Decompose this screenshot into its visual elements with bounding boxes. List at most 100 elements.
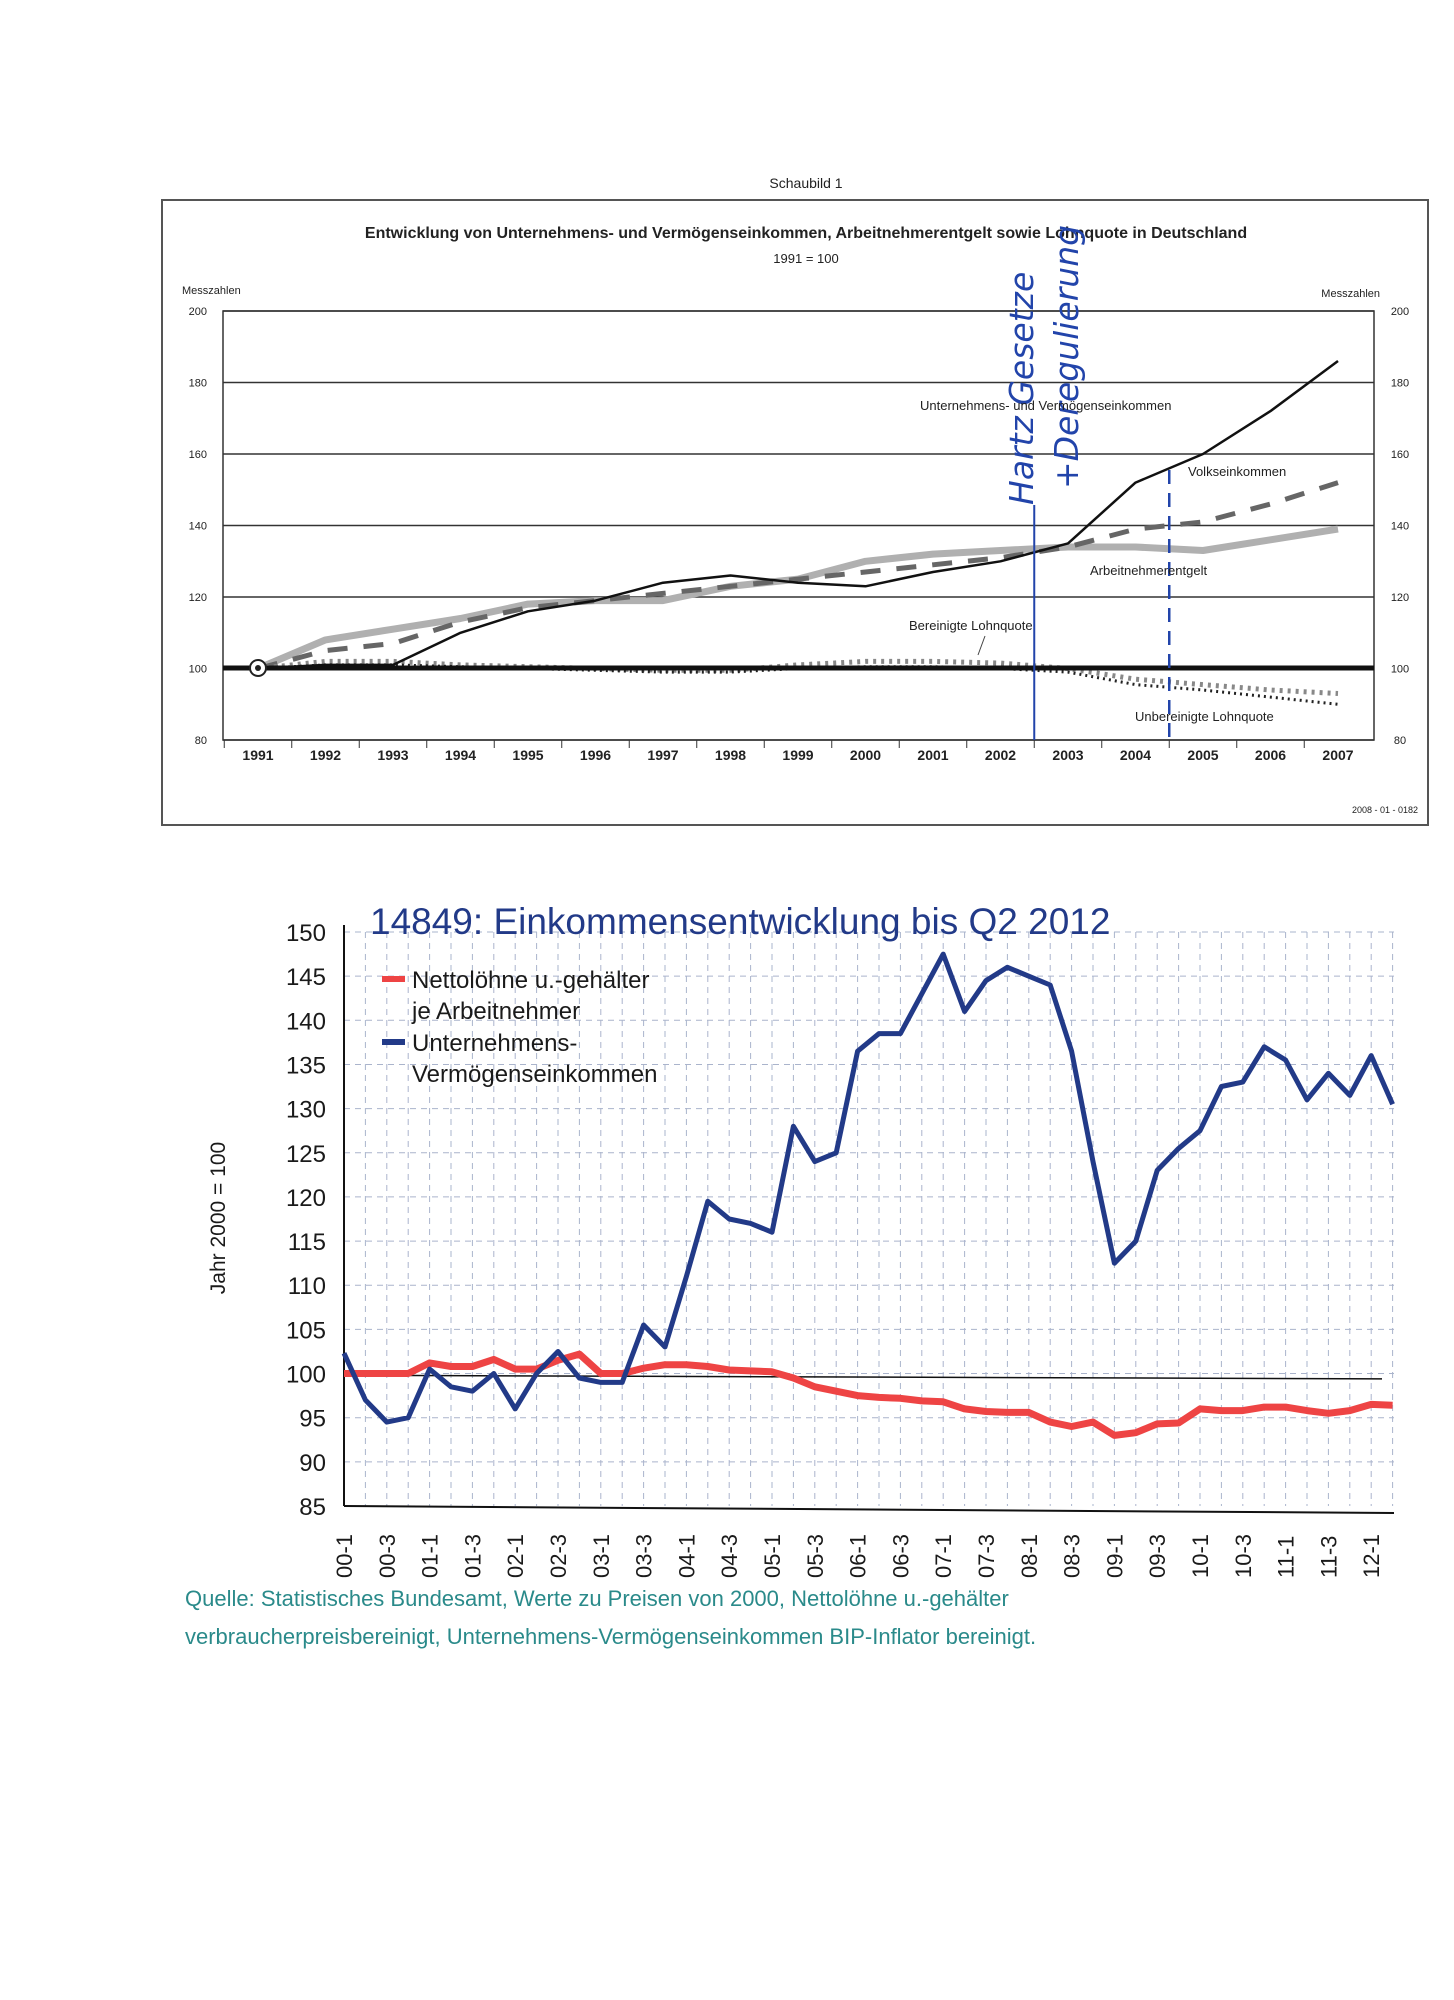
chart-title: Entwicklung von Unternehmens- und Vermög… (365, 225, 1247, 242)
x-tick-label: 2002 (985, 747, 1016, 763)
x-tick-label: 11-3 (1316, 1536, 1341, 1578)
y-tick-label: 115 (288, 1229, 326, 1256)
y-tick-label-left: 100 (189, 664, 207, 676)
label-pointer (977, 635, 986, 656)
y-tick-label: 85 (299, 1494, 326, 1521)
origin-marker-dot (255, 665, 261, 671)
x-tick-label: 00-3 (375, 1534, 400, 1578)
x-tick-label: 12-1 (1359, 1534, 1384, 1578)
x-tick-label: 05-1 (760, 1534, 785, 1578)
series-label-arbeitnehmerentgelt: Arbeitnehmerentgelt (1090, 563, 1207, 578)
x-tick-label: 2001 (917, 747, 948, 763)
x-tick-label: 00-1 (332, 1534, 357, 1578)
x-tick-label: 07-1 (931, 1534, 956, 1578)
x-tick-label: 04-1 (674, 1534, 699, 1578)
legend-label-nettoloehne-2: je Arbeitnehmer (411, 998, 580, 1025)
series-label-bereinigte-lohnquote: Bereinigte Lohnquote (909, 618, 1033, 633)
series-line-unternehmens (341, 951, 1395, 1425)
y-axis-label-left: Messzahlen (182, 285, 241, 297)
y-tick-label: 145 (286, 964, 326, 991)
x-tick-label: 1991 (242, 747, 273, 763)
x-tick-label: 06-1 (846, 1534, 871, 1578)
annotation-deregulierung: +Deregulierung (1047, 225, 1086, 489)
y-tick-label-left: 140 (189, 521, 207, 533)
y-axis-label-right: Messzahlen (1321, 288, 1380, 300)
x-tick-label: 1998 (715, 747, 746, 763)
chart-einkommensentwicklung: 85 90 95 100 105 110 115 120 125 130 135 140 145 150 0… (185, 901, 1395, 1649)
x-tick-label: 08-1 (1017, 1534, 1042, 1578)
series-label-unbereinigte-lohnquote: Unbereinigte Lohnquote (1135, 709, 1274, 724)
y-tick-label-left: 120 (189, 592, 207, 604)
series-line-dashed-gray (257, 480, 1339, 671)
legend: Nettolöhne u.-gehälter je Arbeitnehmer U… (382, 967, 657, 1088)
y-tick-label-left: 160 (189, 449, 207, 461)
chart-frame (161, 199, 1429, 826)
legend-label-nettoloehne-1: Nettolöhne u.-gehälter (412, 967, 650, 994)
y-tick-label: 135 (286, 1052, 326, 1079)
y-tick-label: 100 (286, 1362, 326, 1389)
series-line-nettoloehne (344, 1350, 1393, 1439)
x-tick-label: 1992 (310, 747, 341, 763)
series-label-volkseinkommen: Volkseinkommen (1188, 464, 1286, 479)
chart-schaubild-1: Schaubild 1 Entwicklung von Unternehmens… (161, 175, 1429, 826)
x-tick-label: 09-3 (1145, 1534, 1170, 1578)
y-tick-label-right: 160 (1391, 449, 1409, 461)
source-note-line-2: verbraucherpreisbereinigt, Unternehmens-… (185, 1624, 1036, 1649)
x-tick-label: 2003 (1052, 747, 1083, 763)
annotation-hartz-gesetze: Hartz Gesetze (1002, 272, 1041, 505)
chart-title: 14849: Einkommensentwicklung bis Q2 2012 (370, 901, 1110, 942)
x-tick-label: 08-3 (1060, 1534, 1085, 1578)
x-tick-label: 02-3 (546, 1534, 571, 1578)
source-note-line-1: Quelle: Statistisches Bundesamt, Werte z… (185, 1586, 1009, 1611)
y-tick-label: 90 (299, 1450, 326, 1477)
chart-footnote: 2008 - 01 - 0182 (1352, 805, 1418, 815)
x-tick-label: 07-3 (974, 1534, 999, 1578)
x-axis-line (343, 1505, 1395, 1514)
y-axis-label: Jahr 2000 = 100 (207, 1142, 230, 1294)
chart-caption: Schaubild 1 (769, 175, 842, 191)
chart-subtitle: 1991 = 100 (773, 251, 838, 266)
y-tick-label: 120 (286, 1185, 326, 1212)
y-tick-label-right: 200 (1391, 306, 1409, 318)
x-tick-label: 03-3 (632, 1534, 657, 1578)
legend-label-unternehmens-2: Vermögenseinkommen (412, 1061, 657, 1088)
x-tick-label: 11-1 (1274, 1536, 1299, 1578)
y-tick-label-left: 200 (189, 306, 207, 318)
x-tick-label: 1994 (445, 747, 476, 763)
x-tick-label: 10-1 (1188, 1534, 1213, 1578)
x-tick-label: 2000 (850, 747, 881, 763)
x-tick-label: 01-3 (460, 1534, 485, 1578)
series-line-thick-lightgray (256, 525, 1339, 672)
y-tick-label: 130 (286, 1097, 326, 1124)
series-label-unternehmens: Unternehmens- und Vermögenseinkommen (920, 398, 1171, 413)
y-tick-label-right: 180 (1391, 378, 1409, 390)
y-tick-label: 95 (299, 1406, 326, 1433)
x-tick-label: 2004 (1120, 747, 1151, 763)
x-tick-label: 1993 (377, 747, 408, 763)
y-tick-label-right: 80 (1394, 735, 1406, 747)
y-tick-label: 150 (286, 920, 326, 947)
x-tick-label: 1995 (512, 747, 543, 763)
x-tick-label: 2007 (1322, 747, 1353, 763)
x-tick-label: 02-1 (503, 1534, 528, 1578)
x-tick-label: 2006 (1255, 747, 1286, 763)
y-tick-label: 110 (288, 1273, 326, 1300)
reference-line (343, 1374, 1383, 1380)
x-tick-label: 06-3 (888, 1534, 913, 1578)
x-tick-label: 1996 (580, 747, 611, 763)
x-tick-label: 10-3 (1231, 1534, 1256, 1578)
y-tick-label-right: 140 (1391, 521, 1409, 533)
x-tick-label: 05-3 (803, 1534, 828, 1578)
x-tick-label: 01-1 (418, 1534, 443, 1578)
series-line-solid-black (257, 359, 1339, 670)
x-tick-label: 04-3 (717, 1534, 742, 1578)
y-tick-label: 140 (286, 1008, 326, 1035)
x-tick-label: 1997 (647, 747, 678, 763)
y-tick-label-left: 80 (195, 735, 207, 747)
x-tick-label: 03-1 (589, 1534, 614, 1578)
x-tick-label: 2005 (1187, 747, 1218, 763)
y-tick-label-left: 180 (189, 378, 207, 390)
x-tick-label: 09-1 (1102, 1534, 1127, 1578)
y-tick-label-right: 120 (1391, 592, 1409, 604)
legend-label-unternehmens-1: Unternehmens- (412, 1030, 577, 1057)
